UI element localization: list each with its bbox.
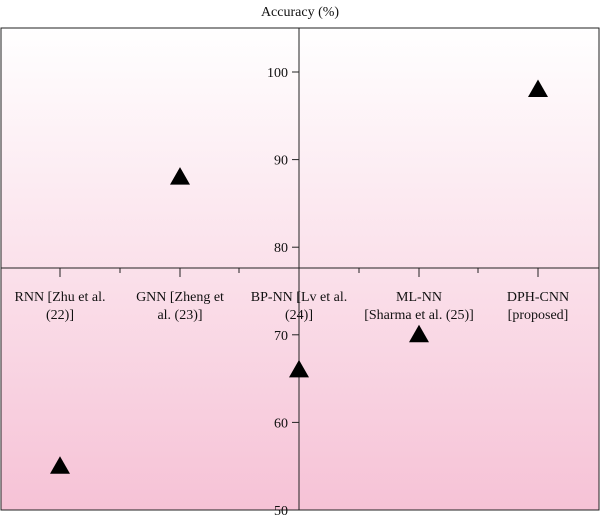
y-tick-label: 90 (274, 154, 288, 169)
category-label: RNN [Zhu et al. (22)] (15, 290, 106, 323)
chart-title: Accuracy (%) (261, 5, 339, 20)
category-label: ML-NN [Sharma et al. (25)] (364, 290, 474, 323)
category-label: GNN [Zheng et al. (23)] (136, 290, 224, 323)
y-tick-label: 50 (274, 504, 288, 519)
data-point-triangle (528, 79, 548, 98)
y-tick-label: 80 (274, 241, 288, 256)
data-point-triangle (170, 167, 190, 185)
y-tick-label: 100 (267, 66, 288, 81)
data-point-triangle (409, 324, 429, 343)
data-point-triangle (289, 359, 309, 378)
category-label: BP-NN [Lv et al. (24)] (251, 290, 347, 323)
y-tick-label: 60 (274, 416, 288, 431)
y-tick-label: 70 (274, 329, 288, 344)
category-label: DPH-CNN [proposed] (507, 290, 569, 323)
data-point-triangle (50, 456, 70, 474)
plot-background (0, 27, 600, 511)
